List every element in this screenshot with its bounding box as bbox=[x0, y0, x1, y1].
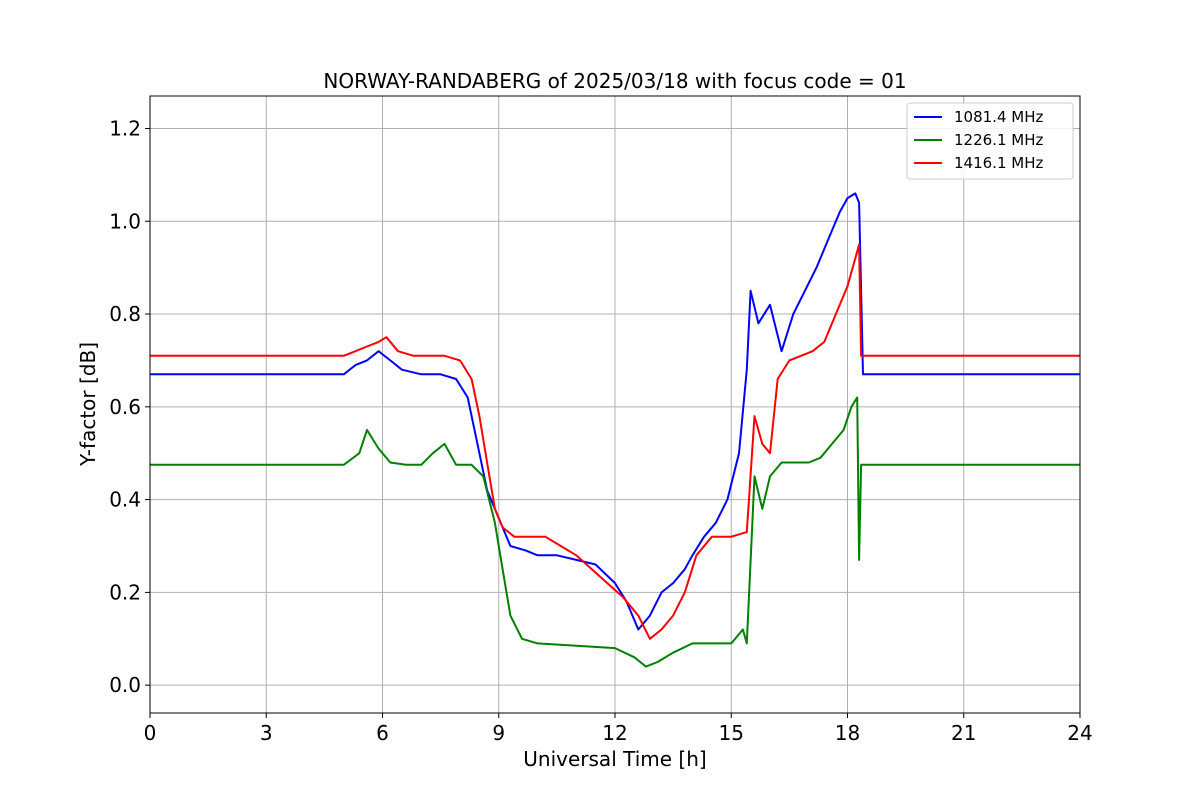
x-tick-label: 24 bbox=[1067, 721, 1092, 745]
x-tick-label: 0 bbox=[144, 721, 157, 745]
series-line-1 bbox=[150, 192, 1080, 631]
x-tick-label: 18 bbox=[835, 721, 860, 745]
y-tick-label: 1.0 bbox=[109, 209, 141, 233]
x-axis-label: Universal Time [h] bbox=[523, 747, 706, 771]
legend-box bbox=[906, 102, 1074, 180]
legend: 1081.4 MHz 1226.1 MHz 1416.1 MHz bbox=[906, 102, 1074, 180]
series-group bbox=[150, 192, 1080, 668]
x-tick-label: 9 bbox=[492, 721, 505, 745]
y-axis-label: Y-factor [dB] bbox=[76, 342, 100, 467]
x-tick-label: 15 bbox=[719, 721, 744, 745]
y-tick-label: 0.0 bbox=[109, 673, 141, 697]
series-line-2 bbox=[150, 396, 1080, 668]
y-tick-label: 0.8 bbox=[109, 302, 141, 326]
axis-ticks: 0 3 6 9 12 15 18 21 24 0.0 0.2 0.4 0.6 0.8 1.0 1.2 bbox=[109, 116, 1093, 745]
x-tick-label: 6 bbox=[376, 721, 389, 745]
legend-label: 1226.1 MHz bbox=[954, 131, 1043, 149]
x-tick-label: 12 bbox=[602, 721, 627, 745]
legend-label: 1416.1 MHz bbox=[954, 154, 1043, 172]
legend-label: 1081.4 MHz bbox=[954, 108, 1043, 126]
x-tick-label: 3 bbox=[260, 721, 273, 745]
y-tick-label: 1.2 bbox=[109, 116, 141, 140]
chart-title: NORWAY-RANDABERG of 2025/03/18 with focu… bbox=[323, 69, 906, 93]
y-tick-label: 0.4 bbox=[109, 488, 141, 512]
series-line-3 bbox=[150, 243, 1080, 640]
y-tick-label: 0.2 bbox=[109, 580, 141, 604]
x-tick-label: 21 bbox=[951, 721, 976, 745]
y-tick-label: 0.6 bbox=[109, 395, 141, 419]
